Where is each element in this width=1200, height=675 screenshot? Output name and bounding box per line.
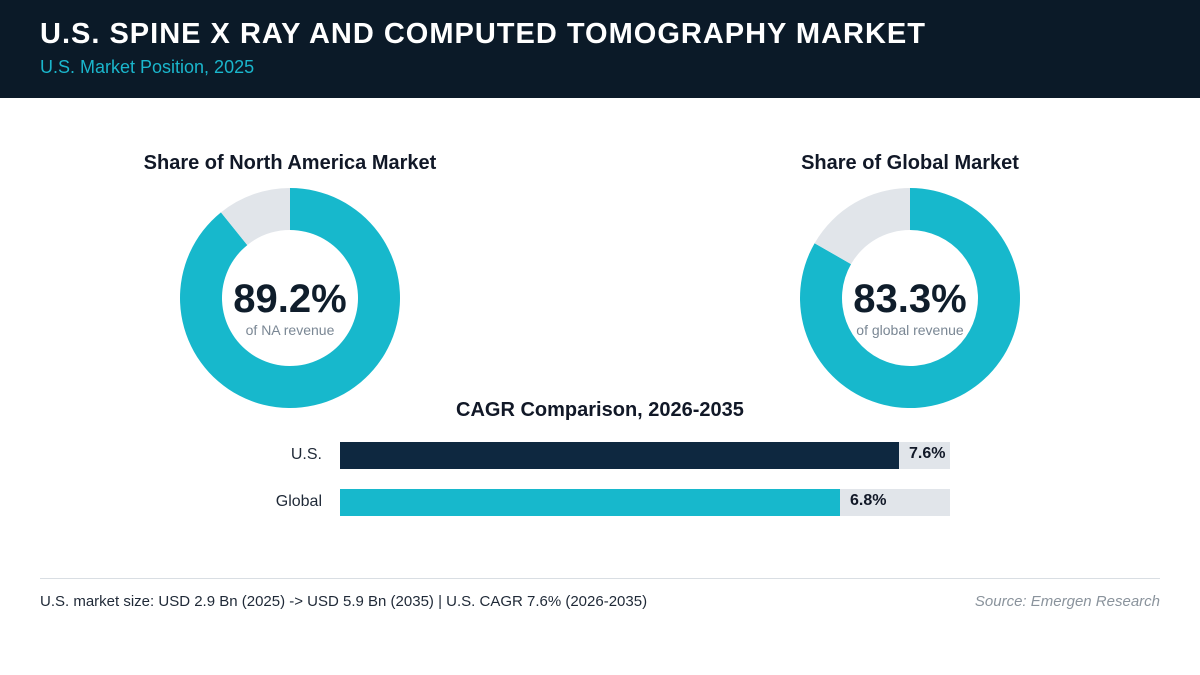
source-credit: Source: Emergen Research xyxy=(974,593,1160,610)
page-subtitle: U.S. Market Position, 2025 xyxy=(40,57,255,77)
bar-label-us: U.S. xyxy=(290,446,322,463)
donut-global-center: 83.3% of global revenue xyxy=(800,276,1020,338)
donut-global-caption: of global revenue xyxy=(856,322,964,338)
cagr-chart-title: CAGR Comparison, 2026-2035 xyxy=(456,399,744,421)
bar-us xyxy=(340,442,899,469)
donut-global-chart xyxy=(800,188,1020,408)
header-bar: U.S. SPINE X RAY AND COMPUTED TOMOGRAPHY… xyxy=(0,0,1200,98)
page-title: U.S. SPINE X RAY AND COMPUTED TOMOGRAPHY… xyxy=(40,18,926,50)
donut-global-title: Share of Global Market xyxy=(801,152,1019,174)
footer-divider xyxy=(40,578,1160,579)
bar-value-global: 6.8% xyxy=(850,492,887,509)
donut-na-center: 89.2% of NA revenue xyxy=(180,276,400,338)
donut-global-slice-rest xyxy=(814,188,910,265)
donut-na-slice-rest xyxy=(220,188,290,246)
bar-label-global: Global xyxy=(275,493,322,510)
donut-global-value: 83.3% xyxy=(853,277,967,321)
donut-global-slice-us xyxy=(800,188,1020,408)
donut-na-value: 89.2% xyxy=(233,277,347,321)
footer-note: U.S. market size: USD 2.9 Bn (2025) -> U… xyxy=(40,593,648,610)
donut-na-chart xyxy=(180,188,400,408)
bar-track-global: 6.8% xyxy=(340,489,950,516)
donut-na-slice-us xyxy=(180,188,400,408)
bar-track-us: 7.6% xyxy=(340,442,950,469)
bar-global xyxy=(340,489,840,516)
donut-na-caption: of NA revenue xyxy=(245,322,335,338)
donut-na-title: Share of North America Market xyxy=(143,152,437,174)
bar-value-us: 7.6% xyxy=(909,445,946,462)
